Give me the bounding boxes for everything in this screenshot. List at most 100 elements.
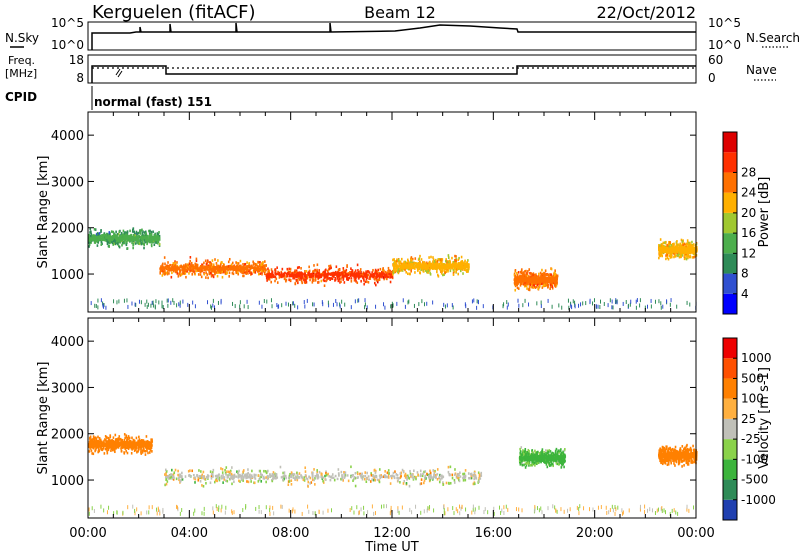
echo-core [159, 263, 267, 273]
y-tick-label: 4000 [51, 335, 84, 350]
echo-core [164, 471, 483, 482]
colorbar-segment [723, 398, 737, 419]
colorbar-segment [723, 418, 737, 440]
colorbar-segment [723, 479, 737, 500]
nave-tick-top: 60 [708, 53, 723, 67]
power-colorbar: 4 8 12 16 20 24 28 [722, 131, 756, 315]
power-ylabel: Slant Range [km] [36, 156, 51, 269]
colorbar-tick-label: 12 [741, 246, 756, 260]
colorbar-segment [723, 212, 737, 234]
colorbar-tick-label: -100 [741, 452, 768, 466]
power-panel: 1000 2000 3000 4000 Slant Range [km] [36, 111, 698, 313]
colorbar-segment [723, 192, 737, 213]
nsearch-label: N.Search [746, 31, 800, 45]
echo-core [392, 260, 470, 271]
y-tick-label: 2000 [51, 428, 84, 443]
x-tick-label: 08:00 [272, 526, 309, 541]
x-tick-label: 00:00 [677, 526, 714, 541]
colorbar-frame [722, 337, 738, 521]
freq-tick-top: 18 [69, 53, 84, 67]
colorbar-tick-label: -1000 [741, 493, 776, 507]
colorbar-segment [723, 358, 737, 379]
colorbar-tick-label: -500 [741, 473, 768, 487]
freq-line [91, 65, 696, 83]
colorbar-segment [723, 273, 737, 294]
velocity-axis-ticks: 1000 2000 3000 4000 [51, 318, 697, 518]
freq-tick-bottom: 8 [76, 71, 84, 85]
power-axis-ticks: 1000 2000 3000 4000 [51, 112, 697, 312]
near-range-clutter [90, 298, 697, 310]
echo-band [164, 465, 483, 488]
velocity-colorbar: 1000 500 100 25 -25 -100 -500 -1000 [722, 337, 776, 521]
colorbar-segment [723, 459, 737, 480]
colorbar-tick-label: 4 [741, 287, 749, 301]
colorbar-segment [723, 293, 737, 314]
velocity-frame [87, 317, 697, 519]
colorbar-tick-label: 16 [741, 226, 756, 240]
cpid-value: normal (fast) 151 [94, 95, 212, 109]
y-tick-label: 3000 [51, 175, 84, 190]
date-title: 22/Oct/2012 [596, 3, 696, 22]
colorbar-tick-label: -25 [741, 432, 761, 446]
y-tick-label: 3000 [51, 381, 84, 396]
velocity-panel: 1000 2000 3000 4000 Slant Range [km] [36, 317, 698, 519]
x-tick-label: 04:00 [171, 526, 208, 541]
colorbar-segment [723, 378, 737, 399]
nave-tick-bottom: 0 [708, 71, 716, 85]
colorbar-segment [723, 152, 737, 173]
x-tick-label: 00:00 [69, 526, 106, 541]
freq-glitch [115, 68, 123, 78]
echo-core [88, 233, 161, 243]
nsky-label: N.Sky [5, 31, 39, 45]
colorbar-segment [723, 439, 737, 460]
x-tick-label: 20:00 [576, 526, 613, 541]
colorbar-tick-label: 28 [741, 165, 756, 179]
velocity-colorbar-label: Velocity [m s-1] [757, 367, 772, 469]
y-tick-label: 4000 [51, 129, 84, 144]
noise-tick-bottom-right: 10^0 [708, 38, 741, 52]
y-tick-label: 2000 [51, 222, 84, 237]
nsky-line [91, 22, 696, 50]
noise-tick-top-right: 10^5 [708, 16, 741, 30]
colorbar-tick-label: 25 [741, 412, 756, 426]
x-tick-label: 12:00 [373, 526, 410, 541]
velocity-ylabel: Slant Range [km] [36, 362, 51, 475]
noise-panel-frame [87, 21, 697, 51]
colorbar-segment [723, 499, 737, 520]
power-colorbar-label: Power [dB] [757, 177, 772, 248]
colorbar-tick-label: 8 [741, 267, 749, 281]
y-tick-label: 1000 [51, 268, 84, 283]
colorbar-frame [722, 131, 738, 315]
station-title: Kerguelen (fitACF) [92, 2, 256, 23]
power-frame [87, 111, 697, 313]
colorbar-segment [723, 253, 737, 274]
colorbar-tick-label: 24 [741, 186, 756, 200]
x-tick-labels: 00:00 04:00 08:00 12:00 16:00 20:00 00:00 [69, 526, 714, 541]
nave-label: Nave [746, 63, 777, 77]
echo-core [513, 275, 559, 285]
echo-core [658, 245, 698, 255]
colorbar-segment [723, 233, 737, 254]
noise-tick-top-left: 10^5 [51, 16, 84, 30]
echo-core [88, 439, 154, 450]
echo-core [265, 270, 394, 281]
velocity-data [88, 433, 698, 516]
echo-core [519, 452, 567, 463]
freq-unit: [MHz] [5, 67, 37, 80]
y-tick-label: 1000 [51, 474, 84, 489]
near-range-clutter [88, 504, 695, 516]
colorbar-tick-label: 1000 [741, 351, 772, 365]
x-tick-label: 16:00 [475, 526, 512, 541]
colorbar-segment [723, 338, 737, 359]
freq-panel-frame [87, 54, 697, 84]
power-data [88, 227, 698, 310]
freq-label: Freq. [8, 54, 35, 67]
echo-core [658, 451, 698, 461]
colorbar-segment [723, 132, 737, 153]
colorbar-segment [723, 172, 737, 193]
colorbar-tick-label: 500 [741, 371, 764, 385]
beam-title: Beam 12 [364, 3, 436, 22]
colorbar-tick-label: 20 [741, 206, 756, 220]
x-axis-label: Time UT [364, 540, 418, 554]
